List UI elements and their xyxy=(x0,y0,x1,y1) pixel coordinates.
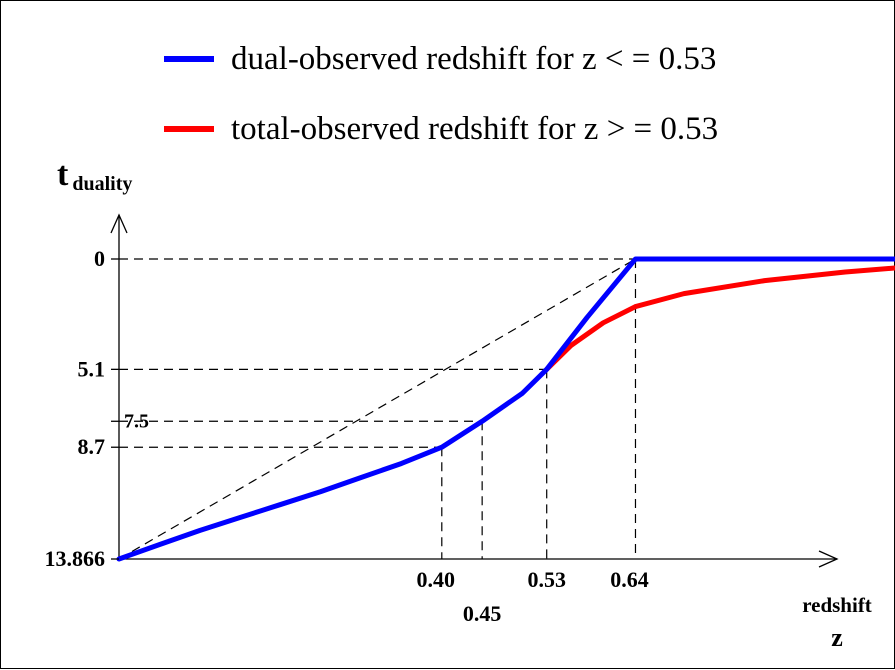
y-axis-arrow xyxy=(110,213,128,234)
series-line-0 xyxy=(116,256,895,562)
y-tick-label-3: 13.866 xyxy=(45,546,106,571)
y-tick-label-2: 8.7 xyxy=(78,434,106,459)
x-axis-arrow xyxy=(818,550,839,568)
series-lines xyxy=(116,256,895,562)
x-tick-label-0: 0.40 xyxy=(417,567,456,592)
tick-labels: 0 5.1 8.7 13.866 7.5 0.40 0.45 0.53 0.64 xyxy=(45,246,649,626)
diagonal-reference-line xyxy=(118,258,636,560)
y-tick-label-1: 5.1 xyxy=(78,356,106,381)
x-tick-label-1: 0.45 xyxy=(463,601,502,626)
legend: dual-observed redshift for z < = 0.53 to… xyxy=(164,41,718,147)
series-line-1 xyxy=(544,265,895,372)
x-axis-label-line2: z xyxy=(831,623,843,652)
guide-lines xyxy=(118,258,895,560)
legend-label-total: total-observed redshift for z > = 0.53 xyxy=(231,111,718,147)
x-tick-label-3: 0.64 xyxy=(610,567,649,592)
y-annotation-label: 7.5 xyxy=(124,410,149,432)
legend-label-dual: dual-observed redshift for z < = 0.53 xyxy=(231,41,716,77)
x-tick-label-2: 0.53 xyxy=(527,567,566,592)
y-tick-label-0: 0 xyxy=(94,246,105,271)
axes xyxy=(110,213,839,568)
y-axis-label: t duality xyxy=(57,156,132,195)
x-axis-label-line1: redshift xyxy=(802,593,872,617)
